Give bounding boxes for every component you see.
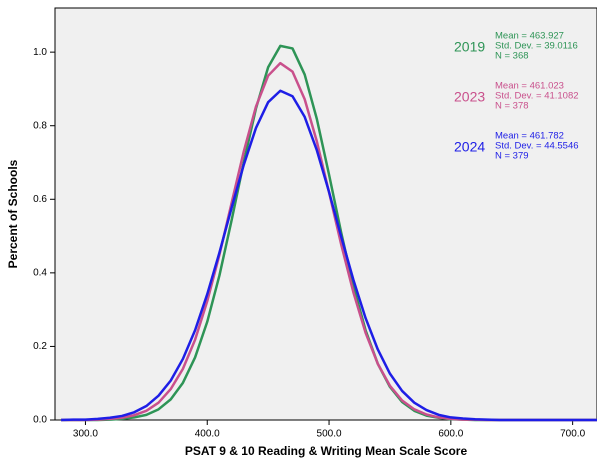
y-tick-label: 0.2 xyxy=(33,341,47,352)
y-tick-label: 0.6 xyxy=(33,194,47,205)
legend-stat: Mean = 461.023 xyxy=(495,81,564,92)
legend-stat: Mean = 463.927 xyxy=(495,31,564,42)
curve xyxy=(61,89,597,422)
legend-stat: Mean = 461.782 xyxy=(495,131,564,142)
legend-stat: N = 378 xyxy=(495,101,529,112)
y-tick-label: 1.0 xyxy=(33,47,47,58)
legend-stat: N = 379 xyxy=(495,151,529,162)
x-tick-label: 700.0 xyxy=(560,429,585,440)
legend-year: 2023 xyxy=(454,89,485,105)
legend-stat: Std. Dev. = 44.5546 xyxy=(495,141,579,152)
y-tick-label: 0.0 xyxy=(33,415,47,426)
x-tick-label: 600.0 xyxy=(438,429,463,440)
legend-stat: Std. Dev. = 41.1082 xyxy=(495,91,579,102)
x-tick-label: 500.0 xyxy=(317,429,342,440)
legend-stat: Std. Dev. = 39.0116 xyxy=(495,41,578,52)
y-tick-label: 0.8 xyxy=(33,120,47,131)
plot-area xyxy=(54,7,597,421)
y-axis-label: Percent of Schools xyxy=(6,159,20,268)
x-tick-label: 400.0 xyxy=(195,429,220,440)
legend-year: 2024 xyxy=(454,139,485,155)
x-axis-label: PSAT 9 & 10 Reading & Writing Mean Scale… xyxy=(185,444,468,458)
y-tick-label: 0.4 xyxy=(33,267,47,278)
legend-year: 2019 xyxy=(454,39,485,55)
x-tick-label: 300.0 xyxy=(73,429,98,440)
legend-stat: N = 368 xyxy=(495,51,529,62)
